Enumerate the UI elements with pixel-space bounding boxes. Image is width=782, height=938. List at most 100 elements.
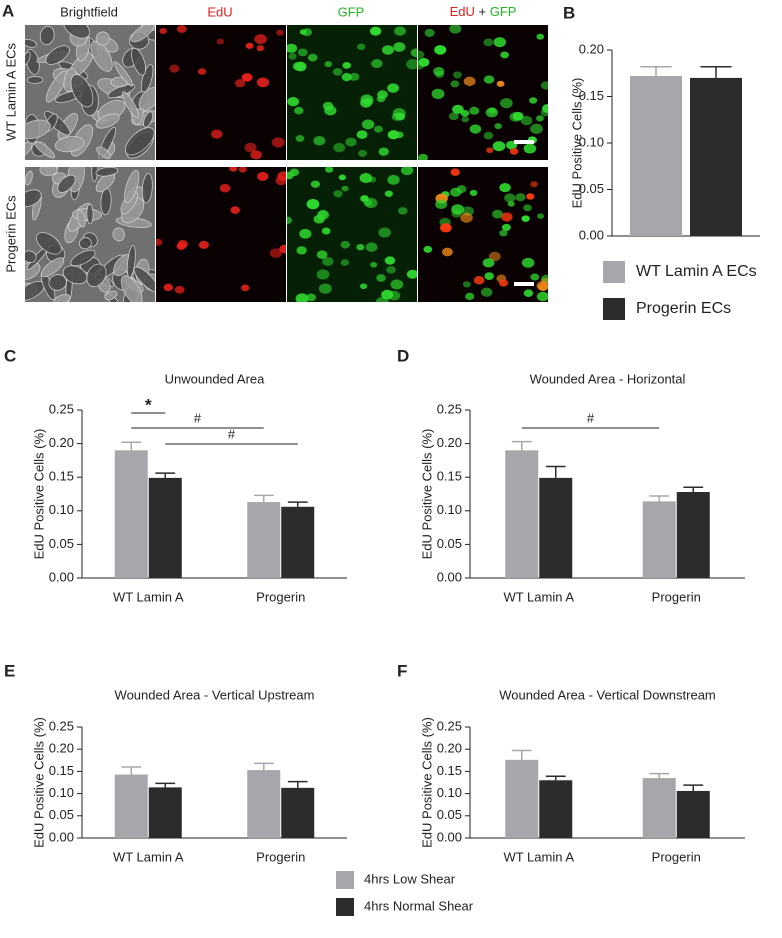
nucleus bbox=[176, 25, 187, 33]
nucleus bbox=[342, 61, 351, 69]
cell bbox=[126, 244, 136, 279]
nucleus bbox=[418, 153, 428, 160]
nucleus bbox=[159, 27, 167, 35]
nucleus bbox=[345, 137, 357, 147]
nucleus bbox=[295, 293, 309, 302]
cell bbox=[90, 40, 113, 72]
nucleus bbox=[463, 76, 476, 87]
nucleus bbox=[431, 88, 445, 99]
nucleus bbox=[536, 33, 545, 40]
bar bbox=[676, 491, 710, 578]
cell bbox=[120, 275, 143, 302]
nucleus bbox=[163, 283, 173, 292]
y-tick-label: 0.15 bbox=[437, 763, 462, 778]
nucleus bbox=[338, 174, 346, 181]
nucleus bbox=[536, 280, 548, 291]
y-tick-label: 0.05 bbox=[437, 807, 462, 822]
nucleus bbox=[520, 115, 533, 126]
cell bbox=[77, 209, 86, 228]
bar bbox=[690, 77, 742, 237]
nucleus bbox=[500, 98, 513, 109]
bar bbox=[630, 76, 682, 236]
nucleus bbox=[306, 199, 320, 210]
y-tick-label: 0.00 bbox=[579, 227, 604, 242]
cell bbox=[96, 146, 112, 159]
nucleus bbox=[271, 137, 285, 148]
chart-title: Wounded Area - Vertical Downstream bbox=[499, 687, 716, 702]
cell bbox=[48, 274, 67, 291]
nucleus bbox=[395, 131, 404, 139]
micrograph-content bbox=[25, 167, 155, 302]
cell bbox=[25, 250, 37, 263]
nucleus bbox=[238, 167, 247, 173]
nucleus bbox=[521, 215, 530, 222]
y-tick-label: 0.15 bbox=[437, 469, 462, 484]
nucleus bbox=[530, 181, 538, 188]
y-tick-label: 0.15 bbox=[49, 763, 74, 778]
chart-title: Unwounded Area bbox=[165, 371, 266, 386]
y-tick-label: 0.05 bbox=[437, 536, 462, 551]
nucleus bbox=[390, 279, 404, 290]
nucleus bbox=[450, 80, 460, 88]
nucleus bbox=[378, 147, 389, 156]
micrograph bbox=[156, 167, 286, 302]
nucleus bbox=[358, 149, 368, 157]
nucleus bbox=[241, 284, 250, 292]
nucleus bbox=[449, 25, 462, 34]
x-tick-label: WT Lamin A bbox=[113, 849, 184, 864]
cell bbox=[63, 25, 91, 39]
bar bbox=[148, 477, 182, 578]
nucleus bbox=[169, 64, 180, 73]
nucleus bbox=[452, 104, 464, 114]
micrograph-content bbox=[418, 25, 548, 160]
bar bbox=[114, 774, 148, 838]
bar bbox=[505, 450, 539, 578]
nucleus bbox=[197, 68, 207, 75]
nucleus bbox=[382, 45, 394, 55]
nucleus bbox=[363, 199, 373, 207]
nucleus bbox=[216, 38, 224, 45]
nucleus bbox=[418, 57, 430, 67]
nucleus bbox=[287, 96, 299, 107]
bar bbox=[539, 477, 573, 578]
nucleus bbox=[275, 175, 286, 186]
cell bbox=[95, 31, 110, 46]
nucleus bbox=[174, 285, 185, 294]
cell bbox=[25, 51, 31, 66]
bar bbox=[114, 450, 148, 578]
nucleus bbox=[325, 167, 334, 173]
cell bbox=[25, 261, 41, 281]
nucleus bbox=[364, 97, 374, 106]
nucleus bbox=[256, 77, 270, 88]
micrograph-content bbox=[287, 25, 417, 160]
panel-label: B bbox=[563, 3, 575, 22]
y-tick-label: 0.10 bbox=[49, 785, 74, 800]
significance-mark: # bbox=[228, 426, 236, 441]
nucleus bbox=[287, 216, 293, 225]
nucleus bbox=[341, 73, 352, 82]
nucleus bbox=[465, 292, 475, 301]
significance-mark: * bbox=[145, 395, 152, 414]
nucleus bbox=[483, 38, 494, 47]
y-tick-label: 0.05 bbox=[579, 181, 604, 196]
nucleus bbox=[488, 251, 501, 262]
nucleus bbox=[341, 185, 349, 192]
cell bbox=[141, 173, 153, 204]
nucleus bbox=[509, 148, 519, 155]
nucleus bbox=[406, 269, 417, 279]
nucleus bbox=[523, 143, 537, 154]
nucleus bbox=[316, 269, 330, 280]
y-tick-label: 0.25 bbox=[437, 718, 462, 733]
bar bbox=[281, 787, 315, 838]
nucleus bbox=[482, 258, 495, 268]
nucleus bbox=[392, 107, 406, 119]
nucleus bbox=[469, 124, 482, 134]
nucleus bbox=[370, 261, 378, 268]
nucleus bbox=[501, 223, 511, 231]
y-tick-label: 0.00 bbox=[437, 829, 462, 844]
bar bbox=[539, 780, 573, 838]
legend-swatch bbox=[603, 298, 625, 320]
bar bbox=[642, 778, 676, 838]
column-label: EdU bbox=[207, 4, 232, 19]
